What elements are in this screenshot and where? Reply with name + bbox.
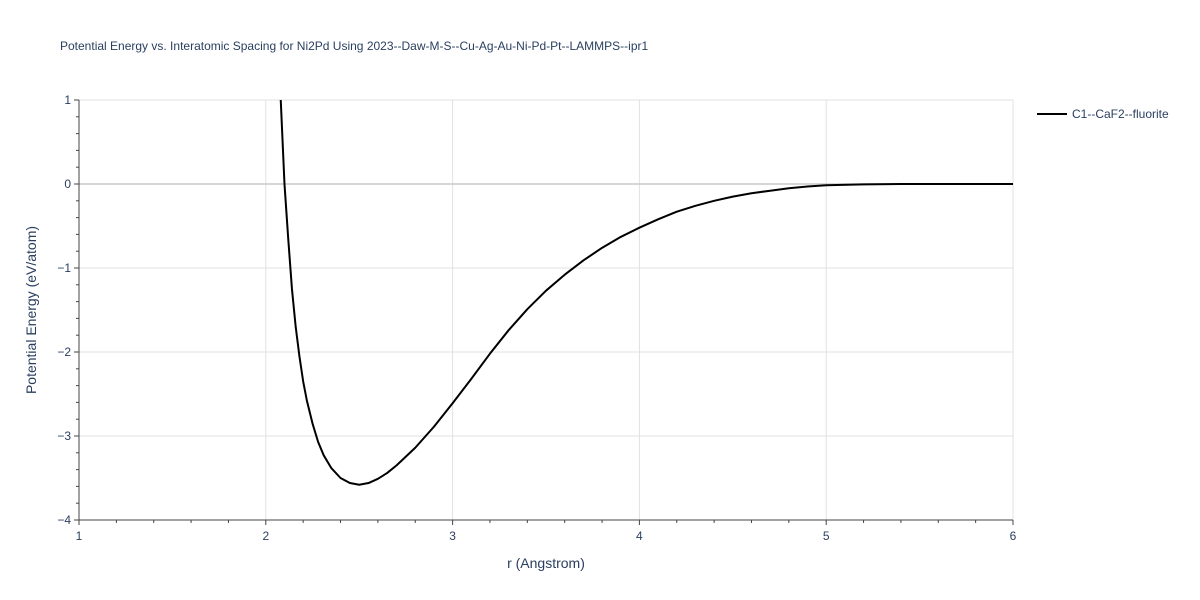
x-tick-label: 4 xyxy=(636,529,643,543)
x-tick-label: 3 xyxy=(449,529,456,543)
axes: 1 2 3 4 5 6 −4 −3 −2 −1 0 1 xyxy=(57,93,1016,543)
chart-title: Potential Energy vs. Interatomic Spacing… xyxy=(60,39,649,53)
y-axis-label: Potential Energy (eV/atom) xyxy=(23,226,39,394)
grid xyxy=(79,99,1014,520)
y-tick-label: −3 xyxy=(57,429,71,443)
y-tick-label: −2 xyxy=(57,345,71,359)
series-layer xyxy=(279,100,1013,486)
x-axis-label: r (Angstrom) xyxy=(507,555,585,571)
legend-label[interactable]: C1--CaF2--fluorite xyxy=(1072,107,1169,121)
legend[interactable]: C1--CaF2--fluorite xyxy=(1037,107,1169,121)
x-tick-label: 2 xyxy=(262,529,269,543)
y-tick-label: 0 xyxy=(64,177,71,191)
x-tick-label: 6 xyxy=(1010,529,1017,543)
y-tick-label: −4 xyxy=(57,513,71,527)
series-line xyxy=(279,100,1013,486)
x-tick-label: 1 xyxy=(76,529,83,543)
y-tick-label: 1 xyxy=(64,93,71,107)
y-tick-label: −1 xyxy=(57,261,71,275)
x-tick-label: 5 xyxy=(823,529,830,543)
